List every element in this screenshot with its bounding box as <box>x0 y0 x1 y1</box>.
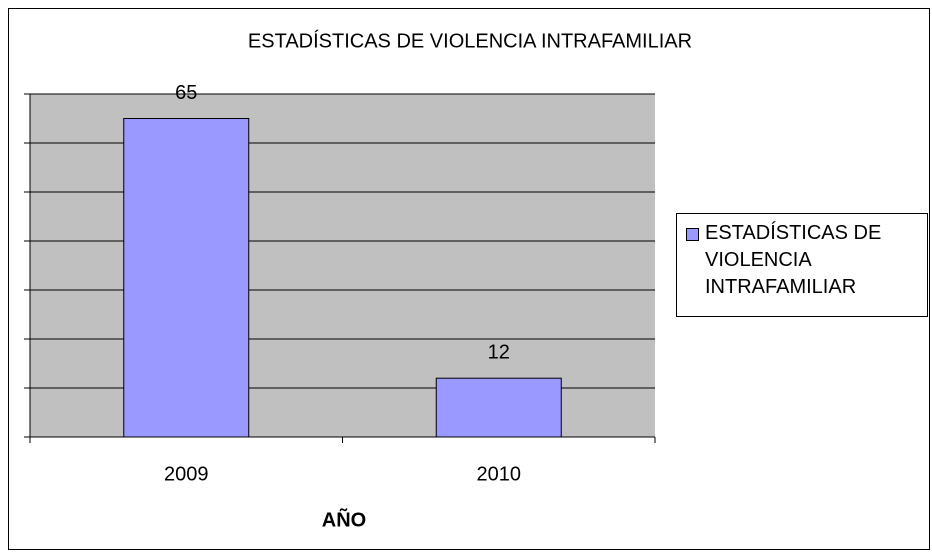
data-label: 12 <box>488 341 510 363</box>
bar <box>123 118 250 438</box>
x-tick-label: 2009 <box>164 463 209 485</box>
bar <box>435 377 562 438</box>
x-axis-title: AÑO <box>322 508 366 531</box>
x-tick-label: 2010 <box>477 463 522 485</box>
legend-swatch <box>686 228 699 241</box>
chart-title: ESTADÍSTICAS DE VIOLENCIA INTRAFAMILIAR <box>248 29 692 52</box>
legend: ESTADÍSTICAS DE VIOLENCIA INTRAFAMILIAR <box>676 213 928 317</box>
legend-label: ESTADÍSTICAS DE VIOLENCIA INTRAFAMILIAR <box>705 222 882 298</box>
data-label: 65 <box>175 82 197 104</box>
